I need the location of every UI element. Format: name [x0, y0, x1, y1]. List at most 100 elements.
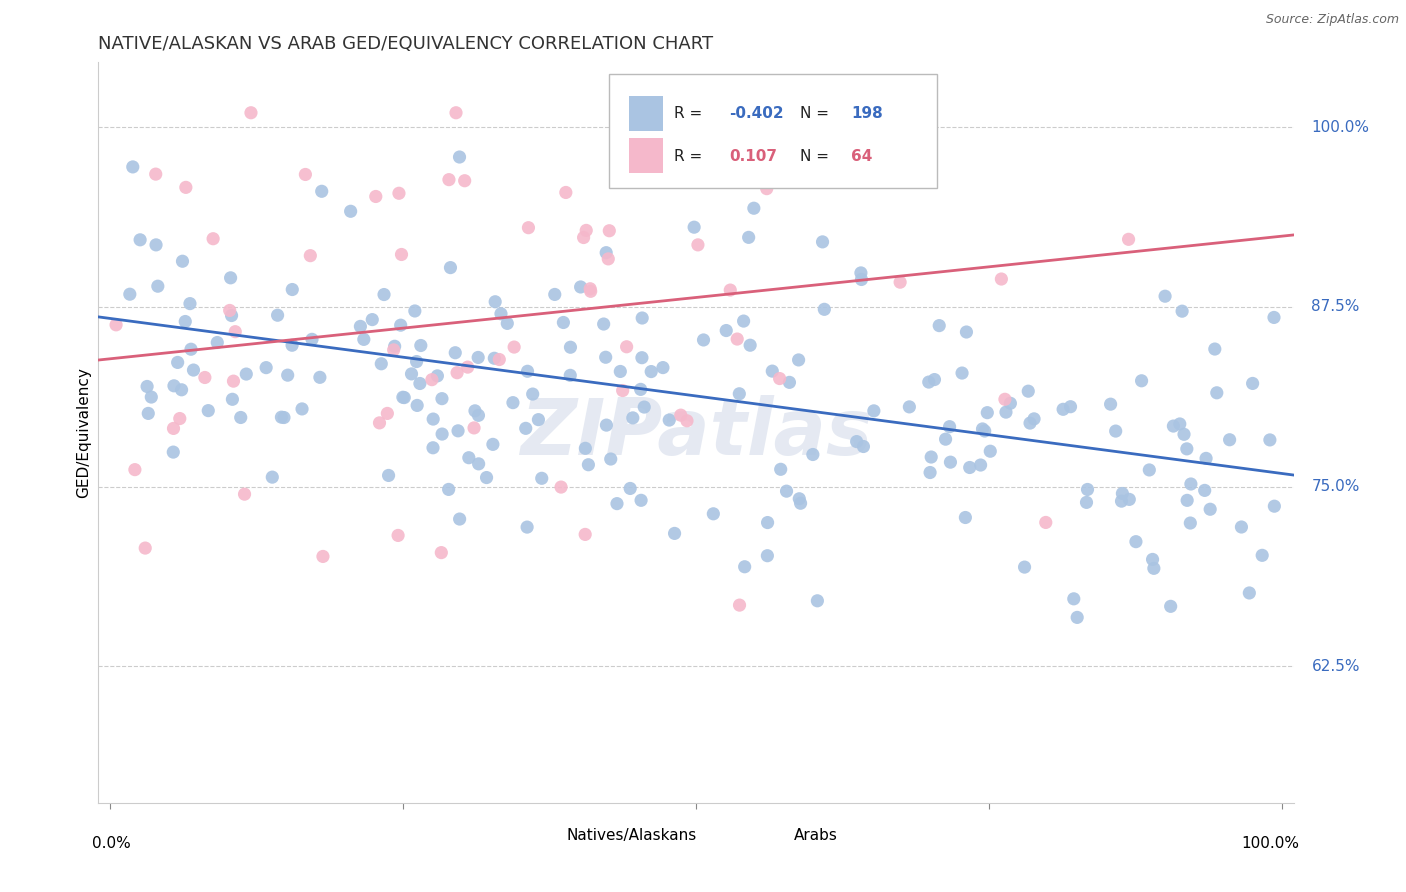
- Point: [1263, 310, 1285, 325]
- Point: [129, 233, 152, 247]
- Point: [734, 559, 756, 574]
- Point: [1199, 502, 1222, 516]
- Point: [420, 373, 443, 387]
- Point: [631, 311, 654, 326]
- Point: [768, 371, 790, 385]
- Point: [595, 245, 617, 260]
- Point: [737, 230, 759, 244]
- Point: [404, 304, 426, 318]
- Point: [579, 282, 602, 296]
- Point: [439, 260, 461, 275]
- Point: [863, 404, 886, 418]
- Point: [172, 254, 194, 268]
- FancyBboxPatch shape: [609, 73, 938, 188]
- Point: [503, 340, 526, 354]
- Point: [640, 365, 662, 379]
- Point: [488, 352, 510, 367]
- Point: [124, 463, 146, 477]
- Point: [449, 150, 471, 164]
- Point: [422, 441, 444, 455]
- Text: 198: 198: [852, 106, 883, 121]
- Point: [1251, 549, 1274, 563]
- Point: [1035, 516, 1057, 530]
- Point: [388, 186, 411, 201]
- Point: [592, 317, 614, 331]
- Point: [979, 444, 1001, 458]
- Point: [1230, 520, 1253, 534]
- Point: [599, 452, 621, 467]
- Point: [353, 332, 375, 346]
- Text: -0.402: -0.402: [730, 106, 785, 121]
- Point: [1076, 483, 1098, 497]
- Point: [377, 406, 399, 420]
- Point: [405, 354, 427, 368]
- Point: [652, 360, 675, 375]
- Point: [218, 303, 240, 318]
- Point: [994, 405, 1017, 419]
- Point: [769, 105, 792, 120]
- Text: Natives/Alaskans: Natives/Alaskans: [567, 828, 697, 843]
- Point: [368, 416, 391, 430]
- Point: [437, 483, 460, 497]
- Point: [686, 238, 709, 252]
- Point: [406, 399, 429, 413]
- Point: [222, 374, 245, 388]
- Point: [654, 147, 676, 161]
- Point: [1052, 402, 1074, 417]
- Point: [179, 296, 201, 310]
- Point: [1130, 374, 1153, 388]
- Point: [1241, 376, 1264, 391]
- Bar: [529, 823, 558, 847]
- Point: [301, 332, 323, 346]
- Text: 75.0%: 75.0%: [1312, 479, 1360, 494]
- Point: [740, 338, 762, 352]
- Point: [1118, 492, 1140, 507]
- Point: [756, 549, 779, 563]
- Point: [950, 366, 973, 380]
- Point: [612, 384, 634, 398]
- Point: [1125, 534, 1147, 549]
- Point: [955, 510, 977, 524]
- Text: 100.0%: 100.0%: [1241, 836, 1299, 851]
- Point: [277, 368, 299, 383]
- Point: [1258, 433, 1281, 447]
- Point: [444, 105, 467, 120]
- Text: ZIPatlas: ZIPatlas: [520, 394, 872, 471]
- Point: [579, 285, 602, 299]
- Point: [254, 360, 277, 375]
- Point: [849, 266, 872, 280]
- Point: [935, 432, 957, 446]
- Point: [630, 493, 652, 508]
- Text: N =: N =: [800, 149, 834, 164]
- Point: [569, 280, 592, 294]
- Point: [294, 168, 316, 182]
- Point: [235, 367, 257, 381]
- Point: [430, 546, 453, 560]
- Point: [939, 455, 962, 469]
- Point: [309, 370, 332, 384]
- Point: [769, 462, 792, 476]
- Point: [174, 314, 197, 328]
- Point: [1154, 289, 1177, 303]
- Point: [389, 318, 412, 333]
- Point: [725, 332, 748, 346]
- Point: [669, 408, 692, 422]
- Point: [482, 437, 505, 451]
- Point: [1111, 494, 1133, 508]
- Point: [349, 319, 371, 334]
- Point: [1099, 397, 1122, 411]
- Point: [224, 325, 246, 339]
- Point: [1180, 477, 1202, 491]
- Point: [778, 376, 800, 390]
- Point: [447, 424, 470, 438]
- Point: [619, 482, 641, 496]
- Point: [141, 390, 163, 404]
- Point: [339, 204, 361, 219]
- Point: [1239, 586, 1261, 600]
- Point: [194, 370, 217, 384]
- Y-axis label: GED/Equivalency: GED/Equivalency: [76, 368, 91, 498]
- Point: [553, 316, 575, 330]
- Point: [496, 317, 519, 331]
- Point: [240, 105, 263, 120]
- Point: [554, 186, 576, 200]
